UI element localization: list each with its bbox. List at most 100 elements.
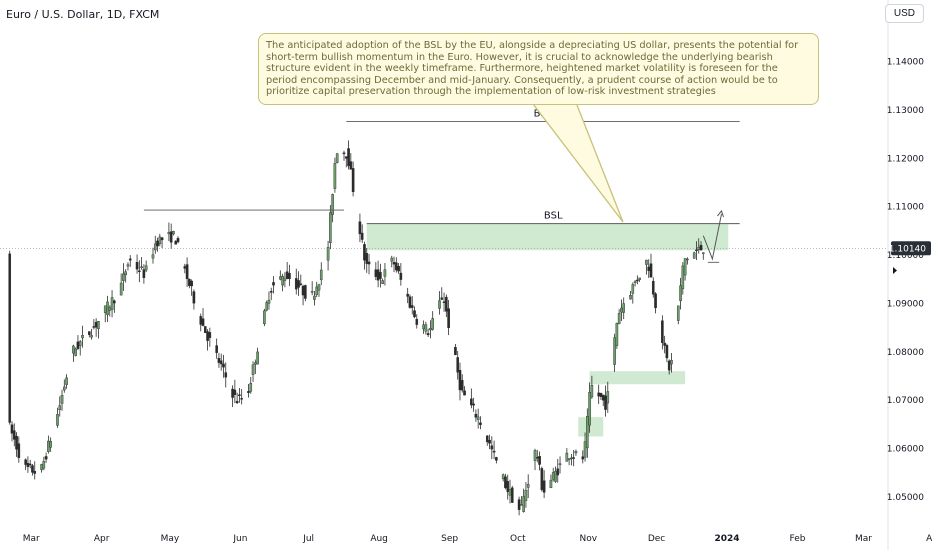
candle bbox=[156, 240, 159, 247]
candle bbox=[140, 266, 143, 269]
candle bbox=[72, 345, 75, 354]
price-tick-label: 1.10000 bbox=[887, 251, 924, 261]
candle bbox=[63, 386, 66, 391]
price-tick-label: 1.14000 bbox=[887, 58, 924, 68]
candle bbox=[349, 161, 353, 170]
candle bbox=[586, 416, 589, 449]
candle bbox=[679, 285, 682, 301]
candle bbox=[699, 244, 703, 251]
candle bbox=[231, 388, 234, 398]
candle bbox=[358, 221, 362, 235]
candle bbox=[24, 459, 27, 465]
candle bbox=[208, 332, 212, 338]
candle bbox=[542, 480, 546, 493]
liquidity-zone[interactable] bbox=[578, 417, 604, 437]
candle bbox=[472, 403, 475, 406]
candle bbox=[160, 237, 164, 241]
candle bbox=[501, 474, 505, 480]
candle bbox=[490, 445, 494, 450]
candle bbox=[379, 272, 382, 279]
candle bbox=[285, 271, 289, 279]
current-price-label: 1.10140 bbox=[889, 244, 926, 254]
candle bbox=[265, 302, 268, 311]
time-axis[interactable]: Mar Apr May Jun Jul Aug Sep Oct Nov Dec 2024 Feb Mar… bbox=[23, 534, 932, 544]
time-tick-label: May bbox=[161, 534, 180, 544]
candle bbox=[633, 281, 637, 283]
candle bbox=[492, 450, 496, 453]
axis-marker-icon bbox=[893, 267, 897, 274]
current-price-badge bbox=[891, 241, 931, 256]
price-tick-label: 1.09000 bbox=[887, 299, 924, 309]
candle bbox=[254, 362, 257, 365]
candle bbox=[269, 291, 273, 293]
candle bbox=[240, 398, 243, 400]
candle bbox=[686, 258, 689, 261]
liquidity-zone[interactable] bbox=[366, 223, 729, 251]
candle bbox=[533, 450, 537, 461]
candle bbox=[128, 258, 132, 261]
candle bbox=[151, 254, 155, 259]
candle bbox=[153, 243, 157, 251]
liquidity-zone[interactable] bbox=[589, 371, 686, 385]
candle bbox=[590, 385, 594, 398]
candle bbox=[429, 328, 432, 331]
candle bbox=[599, 392, 603, 397]
candle bbox=[56, 414, 59, 426]
candle bbox=[360, 232, 364, 240]
candle bbox=[413, 310, 416, 318]
callout-pointer bbox=[528, 99, 624, 223]
plot-area: BSLBSL bbox=[0, 99, 888, 516]
candle bbox=[374, 269, 378, 277]
candle bbox=[224, 372, 228, 378]
price-tick-label: 1.13000 bbox=[887, 106, 924, 116]
candle bbox=[488, 439, 491, 444]
candle bbox=[654, 293, 657, 309]
candle bbox=[363, 244, 366, 261]
candle bbox=[517, 499, 521, 510]
time-tick-label: Oct bbox=[510, 534, 526, 544]
candle bbox=[124, 271, 127, 276]
candle bbox=[390, 257, 394, 262]
candle bbox=[617, 313, 621, 325]
candle bbox=[445, 296, 448, 312]
candle bbox=[661, 320, 664, 343]
currency-button[interactable]: USD bbox=[884, 4, 924, 23]
candle bbox=[138, 270, 141, 273]
annotation-callout[interactable]: The anticipated adoption of the BSL by t… bbox=[258, 33, 819, 105]
candle bbox=[185, 264, 189, 280]
candle bbox=[629, 295, 632, 300]
candle bbox=[574, 451, 578, 454]
candle bbox=[597, 392, 600, 397]
candle bbox=[8, 253, 12, 423]
candle bbox=[315, 286, 319, 295]
candle bbox=[701, 252, 705, 254]
candle bbox=[392, 262, 396, 265]
candle bbox=[510, 487, 514, 503]
candle bbox=[94, 321, 98, 328]
candle bbox=[665, 345, 669, 359]
price-tick-label: 1.06000 bbox=[887, 445, 924, 455]
price-tick-label: 1.07000 bbox=[887, 396, 924, 406]
candle bbox=[76, 341, 80, 349]
candle bbox=[426, 333, 430, 336]
candle bbox=[10, 424, 14, 434]
candle bbox=[281, 275, 284, 286]
candle bbox=[119, 282, 123, 296]
candle bbox=[144, 265, 148, 271]
price-axis[interactable]: 1.14000 1.13000 1.12000 1.11000 1.10000 1.090… bbox=[887, 0, 931, 550]
candle bbox=[344, 156, 348, 159]
candle bbox=[60, 394, 64, 404]
candle bbox=[217, 357, 221, 363]
time-tick-label: Mar bbox=[23, 534, 40, 544]
candle bbox=[365, 253, 369, 264]
candle bbox=[470, 398, 473, 406]
candle bbox=[554, 470, 557, 482]
arrow-head bbox=[717, 209, 724, 218]
candle bbox=[485, 435, 489, 443]
candle bbox=[526, 483, 530, 488]
candle bbox=[169, 231, 173, 243]
candle bbox=[681, 265, 685, 290]
candle bbox=[613, 337, 616, 365]
candle bbox=[631, 284, 635, 294]
